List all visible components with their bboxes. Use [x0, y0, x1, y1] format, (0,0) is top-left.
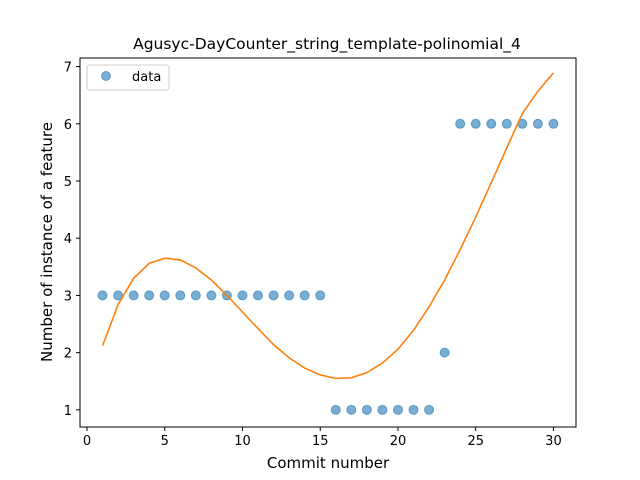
- data-point: [206, 290, 217, 301]
- data-point: [486, 118, 497, 129]
- data-point: [175, 290, 186, 301]
- y-axis-label: Number of instance of a feature: [38, 122, 56, 362]
- data-point: [190, 290, 201, 301]
- data-point: [532, 118, 543, 129]
- x-tick-label: 15: [312, 434, 329, 449]
- data-point: [455, 118, 466, 129]
- x-tick-label: 25: [467, 434, 484, 449]
- data-point: [346, 404, 357, 415]
- data-point: [361, 404, 372, 415]
- x-tick-label: 0: [83, 434, 91, 449]
- data-point: [144, 290, 155, 301]
- data-point: [128, 290, 139, 301]
- plot-frame: [79, 57, 577, 428]
- data-point: [330, 404, 341, 415]
- data-point: [392, 404, 403, 415]
- legend: data: [86, 64, 170, 91]
- data-point: [548, 118, 559, 129]
- data-point: [159, 290, 170, 301]
- data-point: [315, 290, 326, 301]
- legend-label: data: [132, 70, 161, 85]
- y-tick-label: 1: [64, 404, 72, 419]
- data-point: [470, 118, 481, 129]
- y-tick-label: 2: [64, 347, 72, 362]
- legend-marker: [101, 71, 111, 81]
- data-point: [424, 404, 435, 415]
- data-point: [97, 290, 108, 301]
- y-tick-label: 3: [64, 289, 72, 304]
- y-axis: 1 2 3 4 5 6 7: [64, 61, 80, 419]
- x-tick-label: 10: [234, 434, 251, 449]
- y-tick-label: 6: [64, 118, 72, 133]
- x-axis-label: Commit number: [267, 454, 390, 472]
- data-point: [299, 290, 310, 301]
- x-tick-label: 20: [390, 434, 407, 449]
- data-point: [237, 290, 248, 301]
- chart-title: Agusyc-DayCounter_string_template-polino…: [133, 35, 521, 54]
- data-point: [501, 118, 512, 129]
- data-point: [408, 404, 419, 415]
- data-point: [268, 290, 279, 301]
- x-axis: 0 5 10 15 20 25 30: [83, 427, 562, 449]
- x-tick-label: 5: [161, 434, 169, 449]
- y-tick-label: 4: [64, 232, 72, 247]
- y-tick-label: 5: [64, 175, 72, 190]
- fit-line: [101, 72, 555, 380]
- y-tick-label: 7: [64, 61, 72, 76]
- data-point: [284, 290, 295, 301]
- data-point: [253, 290, 264, 301]
- plot-area: [97, 72, 559, 415]
- data-point: [377, 404, 388, 415]
- data-point: [439, 347, 450, 358]
- x-tick-label: 30: [545, 434, 562, 449]
